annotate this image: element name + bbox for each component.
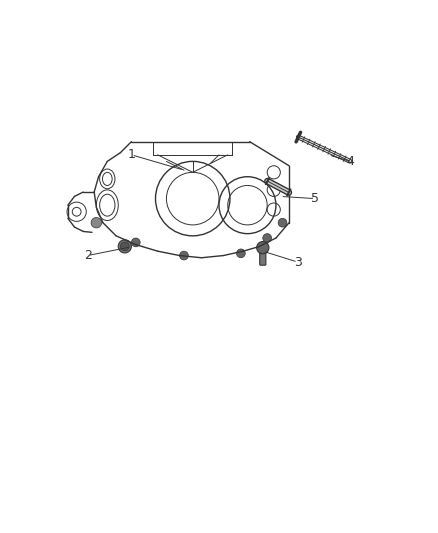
Circle shape <box>120 242 129 251</box>
Circle shape <box>257 241 269 254</box>
Circle shape <box>118 240 131 253</box>
FancyBboxPatch shape <box>260 248 266 265</box>
Circle shape <box>297 135 300 139</box>
Text: 3: 3 <box>294 256 302 269</box>
Circle shape <box>306 140 310 143</box>
Text: 1: 1 <box>127 148 135 161</box>
Circle shape <box>91 217 102 228</box>
Circle shape <box>301 138 305 141</box>
Circle shape <box>263 233 272 243</box>
Circle shape <box>131 238 140 247</box>
Circle shape <box>311 142 314 146</box>
Circle shape <box>180 251 188 260</box>
Circle shape <box>278 219 287 227</box>
Text: 4: 4 <box>346 155 354 168</box>
Circle shape <box>237 249 245 258</box>
Text: 2: 2 <box>84 249 92 262</box>
Text: 5: 5 <box>311 192 319 205</box>
